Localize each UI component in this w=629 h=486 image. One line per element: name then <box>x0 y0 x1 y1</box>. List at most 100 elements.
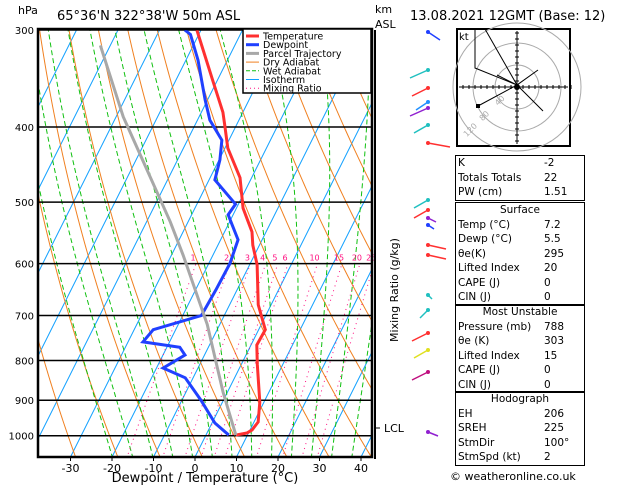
row-label: θe (K) <box>458 335 490 347</box>
wind-level-dot <box>426 86 430 90</box>
wind-barb <box>427 142 451 148</box>
row-value: 2 <box>544 451 551 463</box>
isotherm-line <box>38 29 161 275</box>
row-value: 295 <box>544 247 565 260</box>
wind-barb <box>413 349 429 359</box>
hodo-row: SREH 225 <box>456 421 584 436</box>
wind-level-dot <box>426 253 430 257</box>
temperature-tick-label: -30 <box>62 462 80 475</box>
wind-barb <box>415 101 429 111</box>
index-label: K <box>458 157 465 169</box>
wind-level-dot <box>426 348 430 352</box>
isotherm-line <box>152 29 369 457</box>
parcel-trajectory-profile <box>98 44 238 436</box>
wind-level-dot <box>426 106 430 110</box>
row-label: Lifted Index <box>458 349 520 362</box>
wet-adiabat-line <box>47 29 154 457</box>
hodo-row: StmSpd (kt) 2 <box>456 450 584 465</box>
row-value: 15 <box>544 349 558 362</box>
wind-level-dot <box>426 141 430 145</box>
mu-row: Lifted Index 15 <box>456 349 584 364</box>
mixing-ratio-label: 5 <box>272 254 277 263</box>
pressure-tick-label: 800 <box>15 357 34 368</box>
mixing-ratio-label: 2 <box>224 254 229 263</box>
legend-label: Parcel Trajectory <box>263 49 342 60</box>
dry-adiabat-line <box>185 29 372 457</box>
mu-row: CIN (J) 0 <box>456 378 584 393</box>
row-value: 0 <box>544 378 551 391</box>
row-value: 5.5 <box>544 233 561 245</box>
most-unstable-table: Most Unstable Pressure (mb) 788 θe (K) 303… <box>455 304 585 393</box>
storm-motion-marker <box>514 84 520 90</box>
temperature-profile <box>195 29 267 437</box>
wind-level-dot <box>426 331 430 335</box>
mu-row: CAPE (J) 0 <box>456 363 584 378</box>
dry-adiabat-line <box>215 29 372 391</box>
wind-barb <box>409 69 429 79</box>
wind-barbs <box>409 30 451 437</box>
hodograph-table: Hodograph EH 206 SREH 225 StmDir 100° StmSp… <box>455 391 585 466</box>
wind-barb <box>413 199 429 209</box>
row-value: 303 <box>544 335 565 347</box>
dry-adiabat-line <box>97 29 246 457</box>
wet-adiabat-line <box>67 29 174 457</box>
wind-level-dot <box>426 208 430 212</box>
wind-level-dot <box>426 293 430 297</box>
mu-row: Pressure (mb) 788 <box>456 320 584 335</box>
mixing-ratio-label: 20 <box>352 254 362 263</box>
temperature-tick-label: 20 <box>271 462 285 475</box>
wet-adiabat-line <box>38 179 113 457</box>
indices-table: K -2 Totals Totals 22 PW (cm) 1.51 <box>455 155 585 201</box>
legend-label: Isotherm <box>263 75 305 86</box>
wind-level-dot <box>426 370 430 374</box>
hodograph-ring <box>452 22 582 152</box>
wind-level-dot <box>426 243 430 247</box>
mixing-ratio-label: 1 <box>190 254 195 263</box>
row-label: CIN (J) <box>458 378 491 391</box>
mixing-ratio-line <box>301 263 361 457</box>
hodograph-title: Hodograph <box>490 393 550 405</box>
km-label: km <box>375 3 392 16</box>
dry-adiabat-line <box>303 29 372 188</box>
wet-adiabat-line <box>371 455 372 457</box>
copyright[interactable]: © weatheronline.co.uk <box>450 470 576 483</box>
row-label: CAPE (J) <box>458 364 501 376</box>
pressure-tick-label: 1000 <box>9 432 34 443</box>
pressure-tick-label: 600 <box>15 260 34 271</box>
wet-adiabat-line <box>268 29 299 457</box>
wind-barb <box>427 244 447 250</box>
mixing-ratio-label: 6 <box>283 254 288 263</box>
wind-barb <box>411 87 429 97</box>
surface-table: Surface Temp (°C) 7.2 Dewp (°C) 5.5 θe(K) 2… <box>455 202 585 306</box>
isotherm-line <box>0 24 38 458</box>
asl-label: ASL <box>375 18 397 31</box>
row-value: 7.2 <box>544 218 561 231</box>
pressure-tick-label: 700 <box>15 312 34 323</box>
wet-adiabat-line <box>143 29 233 457</box>
wet-adiabat-line <box>38 79 134 457</box>
wind-barb <box>427 254 447 260</box>
mixing-ratio-line <box>282 263 343 457</box>
temperature-tick-label: 30 <box>313 462 327 475</box>
isotherm-line <box>38 29 120 192</box>
row-value: 0 <box>544 291 551 303</box>
wind-barb <box>409 107 429 117</box>
dry-adiabat-line <box>156 29 330 457</box>
wind-barb <box>411 332 429 342</box>
legend-label: Dewpoint <box>263 40 308 51</box>
legend-label: Dry Adiabat <box>263 58 320 69</box>
temperature-tick-label: 0 <box>192 462 199 475</box>
pressure-unit: hPa <box>18 4 38 17</box>
wet-adiabat-line <box>351 319 372 457</box>
row-value: 0 <box>544 276 551 289</box>
dry-adiabat-line <box>624 24 629 458</box>
profiles <box>98 29 267 437</box>
dry-adiabat-line <box>38 191 119 457</box>
row-value: 0 <box>544 364 551 376</box>
wind-level-dot <box>426 68 430 72</box>
index-value: 1.51 <box>544 186 568 198</box>
row-label: StmSpd (kt) <box>458 451 521 463</box>
wind-barb <box>427 31 441 41</box>
isotherm-line <box>277 267 372 457</box>
